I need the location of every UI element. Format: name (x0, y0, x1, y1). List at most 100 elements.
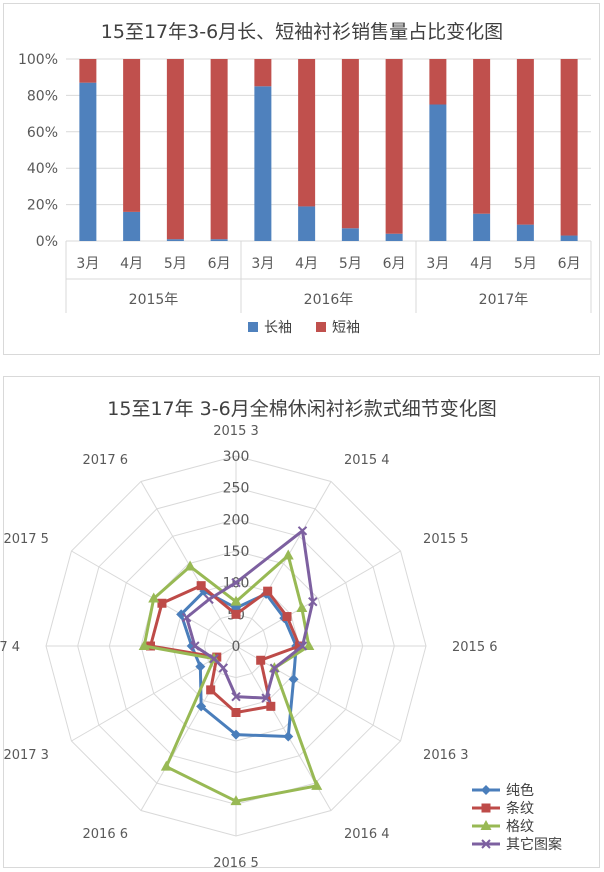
category-label: 2016 3 (423, 748, 469, 763)
category-label: 2016 5 (213, 856, 259, 871)
x-group-label: 2015年 (129, 292, 179, 308)
bar-short-sleeve (429, 59, 447, 105)
y-tick-label: 20% (27, 198, 58, 214)
series-line (148, 583, 302, 715)
series-point (195, 661, 206, 672)
bar-short-sleeve (79, 59, 97, 83)
series-point (230, 595, 242, 606)
series-point (138, 640, 150, 650)
radar-chart-title: 15至17年 3-6月全棉休闲衬衫款式细节变化图 (107, 398, 496, 420)
radial-tick-label: 200 (223, 512, 250, 528)
bar-short-sleeve (123, 59, 141, 212)
y-tick-label: 60% (27, 125, 58, 141)
category-label: 2017 4 (0, 640, 20, 655)
bar-short-sleeve (210, 59, 228, 240)
bar-long-sleeve (210, 239, 228, 241)
series-point (269, 663, 280, 673)
series-point (296, 602, 308, 612)
legend-marker (481, 839, 491, 849)
bar-short-sleeve (298, 59, 316, 207)
series-point (204, 594, 214, 605)
legend-label: 纯色 (506, 782, 534, 799)
x-tick-label: 4月 (295, 256, 318, 272)
legend-marker (480, 820, 492, 830)
series-point (231, 729, 241, 740)
radial-tick-label: 300 (223, 449, 250, 465)
series-point (308, 596, 318, 607)
bar-short-sleeve (516, 59, 534, 225)
bar-short-sleeve (473, 59, 491, 214)
series-point (184, 560, 196, 571)
radar-chart: 15至17年 3-6月全棉休闲衬衫款式细节变化图 050100150200250… (0, 398, 562, 871)
category-label: 2016 4 (344, 827, 390, 842)
bar-short-sleeve (254, 59, 272, 87)
x-tick-label: 6月 (208, 256, 231, 272)
legend-label: 条纹 (506, 800, 534, 817)
x-tick-label: 3月 (426, 256, 449, 272)
bar-short-sleeve (341, 59, 359, 229)
series-point (294, 641, 304, 651)
legend-label: 其它图案 (506, 836, 562, 853)
bar-long-sleeve (341, 228, 359, 241)
radar-spoke (235, 550, 401, 647)
legend-label: 短袖 (332, 320, 360, 336)
series-point (256, 655, 266, 665)
category-label: 2017 3 (3, 748, 49, 763)
radar-spoke (71, 645, 237, 742)
series-point (231, 691, 241, 702)
x-tick-label: 6月 (383, 256, 406, 272)
radar-chart-panel: 15至17年 3-6月全棉休闲衬衫款式细节变化图 050100150200250… (0, 376, 600, 871)
legend-marker (481, 785, 491, 795)
bar-long-sleeve (123, 211, 141, 241)
series-point (231, 577, 241, 588)
y-tick-label: 80% (27, 88, 58, 104)
category-label: 2015 4 (344, 453, 390, 468)
category-label: 2015 3 (213, 424, 259, 439)
series-point (231, 708, 241, 717)
bar-long-sleeve (560, 235, 578, 241)
bar-long-sleeve (385, 233, 403, 241)
y-tick-label: 40% (27, 161, 58, 177)
series-point (157, 598, 167, 608)
series-point (231, 609, 241, 619)
series-point (261, 693, 271, 703)
series-point (209, 653, 219, 664)
bar-chart-title: 15至17年3-6月长、短袖衬衫销售量占比变化图 (101, 21, 503, 43)
bar-short-sleeve (166, 59, 184, 240)
series-point (160, 760, 172, 771)
x-group-label: 2017年 (479, 292, 529, 308)
legend-label: 长袖 (264, 320, 292, 336)
legend-marker (481, 803, 491, 813)
series-point (196, 581, 206, 591)
category-label: 2015 5 (423, 532, 469, 547)
series-point (283, 731, 294, 742)
bar-long-sleeve (516, 224, 534, 241)
stacked-bar-chart-panel: 15至17年3-6月长、短袖衬衫销售量占比变化图 0% 20% 40% 60% 80% 1… (3, 3, 600, 355)
category-label: 2017 6 (83, 453, 129, 468)
bar-long-sleeve (298, 206, 316, 241)
bar-long-sleeve (166, 239, 184, 241)
radar-spoke (235, 481, 332, 647)
bar-long-sleeve (79, 82, 97, 241)
series-point (263, 586, 273, 596)
bar-short-sleeve (385, 59, 403, 234)
category-label: 2017 5 (3, 532, 49, 547)
radial-tick-label: 0 (232, 639, 241, 655)
series-point (196, 701, 207, 712)
series-point (230, 795, 242, 806)
x-tick-label: 5月 (164, 256, 187, 272)
x-tick-label: 5月 (514, 256, 537, 272)
series-point (282, 549, 294, 560)
x-tick-label: 4月 (470, 256, 493, 272)
bar-short-sleeve (560, 59, 578, 236)
series-point (288, 674, 299, 685)
x-tick-label: 4月 (120, 256, 143, 272)
series-point (303, 640, 315, 650)
series-point (297, 526, 308, 536)
series-point (218, 663, 229, 673)
x-tick-label: 6月 (558, 256, 581, 272)
bar-long-sleeve (429, 104, 447, 241)
series-point (148, 592, 160, 603)
bar-long-sleeve (473, 213, 491, 241)
legend-swatch (248, 322, 258, 332)
